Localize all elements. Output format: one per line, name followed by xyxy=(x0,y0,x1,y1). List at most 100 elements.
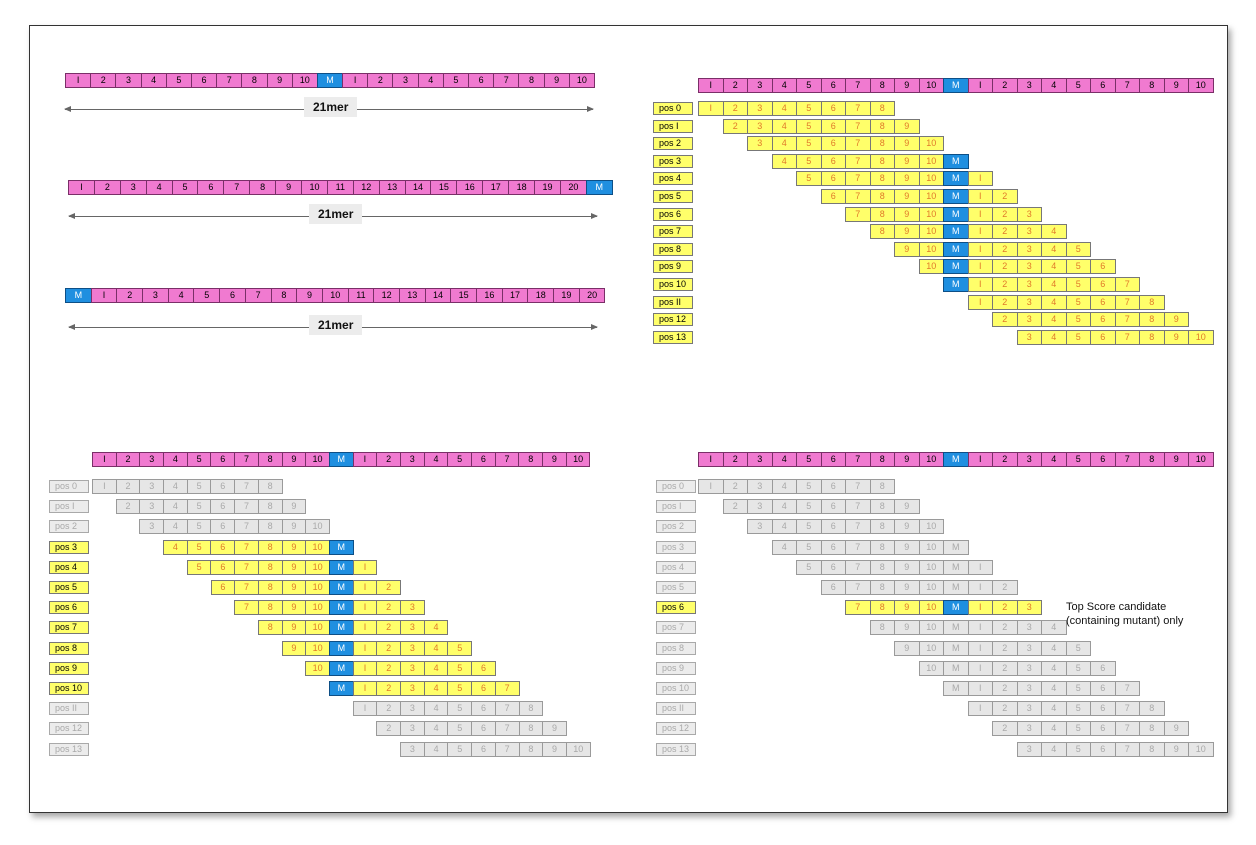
sequence-cell: 2 xyxy=(992,277,1018,292)
sequence-cell: 10 xyxy=(918,519,944,535)
window-row: 6 7 8 9 10 M I 2 xyxy=(820,189,1018,204)
window-position-label: pos I xyxy=(656,500,696,514)
sequence-cell: 18 xyxy=(527,288,555,303)
sequence-cell: 5 xyxy=(1065,329,1091,345)
sequence-cell: 3 xyxy=(747,78,773,93)
sequence-cell: I xyxy=(967,559,993,575)
sequence-cell: 4 xyxy=(1041,660,1067,676)
sequence-cell: 3 xyxy=(1016,206,1042,222)
sequence-cell: 10 xyxy=(1188,452,1214,467)
sequence-cell: 6 xyxy=(820,153,846,169)
sequence-cell: 8 xyxy=(869,519,895,535)
sequence-cell: 3 xyxy=(115,73,142,88)
sequence-cell: 3 xyxy=(1016,277,1042,292)
window-row: 10 M I 2 3 4 5 6 xyxy=(305,660,496,676)
sequence-cell: 9 xyxy=(281,620,307,636)
sequence-cell: 6 xyxy=(820,559,846,575)
sequence-cell: 3 xyxy=(1016,600,1042,616)
sequence-cell: I xyxy=(698,78,724,93)
sequence-cell: 10 xyxy=(1188,741,1214,757)
sequence-cell: 7 xyxy=(845,118,871,134)
window-row: 3 4 5 6 7 8 9 10 xyxy=(1016,741,1214,757)
sequence-cell: 6 xyxy=(1090,329,1116,345)
sequence-cell: 9 xyxy=(894,224,920,240)
sequence-cell: 3 xyxy=(1016,660,1042,676)
sequence-cell: I xyxy=(352,559,378,575)
sequence-cell: 10 xyxy=(565,741,591,757)
sequence-cell: 4 xyxy=(1041,741,1067,757)
sequence-cell: 7 xyxy=(845,600,871,616)
sequence-cell: 8 xyxy=(1139,721,1165,737)
sequence-cell: 4 xyxy=(771,78,797,93)
sequence-cell: 3 xyxy=(1016,312,1042,328)
mutant-cell: M xyxy=(328,640,354,656)
sequence-cell: 8 xyxy=(257,479,283,494)
sequence-cell: 2 xyxy=(992,241,1018,257)
sequence-cell: I xyxy=(967,241,993,257)
sequence-cell: 3 xyxy=(747,519,773,535)
sequence-cell: I xyxy=(967,206,993,222)
mutant-cell: M xyxy=(943,580,969,595)
sequence-cell: 6 xyxy=(210,479,236,494)
sequence-cell: 4 xyxy=(1041,640,1067,656)
sequence-cell: 4 xyxy=(1041,277,1067,292)
sequence-cell: 8 xyxy=(869,101,895,116)
sequence-cell: 9 xyxy=(281,519,307,535)
sequence-cell: 9 xyxy=(894,519,920,535)
sequence-cell: I xyxy=(352,600,378,616)
sequence-cell: 6 xyxy=(1090,681,1116,696)
sequence-cell: 7 xyxy=(494,741,520,757)
mutant-cell: M xyxy=(943,171,969,187)
sequence-cell: 9 xyxy=(1163,78,1189,93)
window-row: 10 M I 2 3 4 5 6 xyxy=(918,660,1116,676)
sequence-cell: 10 xyxy=(918,452,944,467)
sequence-cell: 4 xyxy=(423,640,449,656)
sequence-cell: 8 xyxy=(869,118,895,134)
sequence-cell: 8 xyxy=(1139,701,1165,717)
sequence-cell: 8 xyxy=(869,600,895,616)
window-position-label: pos 7 xyxy=(656,621,696,635)
sequence-cell: 10 xyxy=(918,78,944,93)
sequence-cell: 6 xyxy=(820,78,846,93)
sequence-cell: 2 xyxy=(722,499,748,515)
sequence-cell: I xyxy=(698,479,724,494)
sequence-cell: 3 xyxy=(1016,620,1042,636)
sequence-cell: 9 xyxy=(894,559,920,575)
sequence-cell: 8 xyxy=(869,580,895,595)
window-position-label: pos 8 xyxy=(653,242,693,256)
sequence-cell: 10 xyxy=(918,136,944,152)
sequence-cell: 4 xyxy=(771,452,797,467)
sequence-cell: 7 xyxy=(845,519,871,535)
sequence-cell: 2 xyxy=(376,580,401,595)
sequence-cell: 5 xyxy=(1065,721,1091,737)
sequence-cell: 7 xyxy=(494,681,520,696)
window-position-label: pos I xyxy=(653,119,693,133)
sequence-cell: 10 xyxy=(305,519,330,535)
sequence-cell: 2 xyxy=(992,600,1018,616)
sequence-cell: 4 xyxy=(1041,721,1067,737)
window-position-label: pos 7 xyxy=(653,225,693,239)
sequence-cell: 6 xyxy=(471,741,496,757)
sequence-cell: 9 xyxy=(281,600,307,616)
slide-canvas: I 2 3 4 5 6 7 8 9 10 M I 2 3 4 5 6 7 8 9 10 21mer I 2 3 4 5 6 7 8 9 10 1… xyxy=(29,25,1228,813)
window-row: 9 10 M I 2 3 4 5 xyxy=(281,640,473,656)
window-row: 3 4 5 6 7 8 9 10 xyxy=(1016,329,1214,345)
sequence-cell: 4 xyxy=(423,741,449,757)
length-label: 21mer xyxy=(304,97,358,117)
sequence-cell: 2 xyxy=(722,452,748,467)
sequence-cell: 5 xyxy=(447,452,472,467)
sequence-cell: 4 xyxy=(163,479,188,494)
sequence-cell: 5 xyxy=(796,559,822,575)
mutant-cell: M xyxy=(329,681,354,696)
sequence-cell: 4 xyxy=(771,101,797,116)
sequence-cell: 8 xyxy=(869,499,895,515)
sequence-cell: 8 xyxy=(1139,78,1165,93)
sequence-cell: 8 xyxy=(1139,329,1165,345)
window-position-label: pos 10 xyxy=(49,682,89,695)
sequence-cell: 9 xyxy=(894,153,920,169)
sequence-cell: 7 xyxy=(845,479,871,494)
sequence-cell: 4 xyxy=(1041,78,1067,93)
window-row: 7 8 9 10 M I 2 3 xyxy=(845,600,1042,616)
